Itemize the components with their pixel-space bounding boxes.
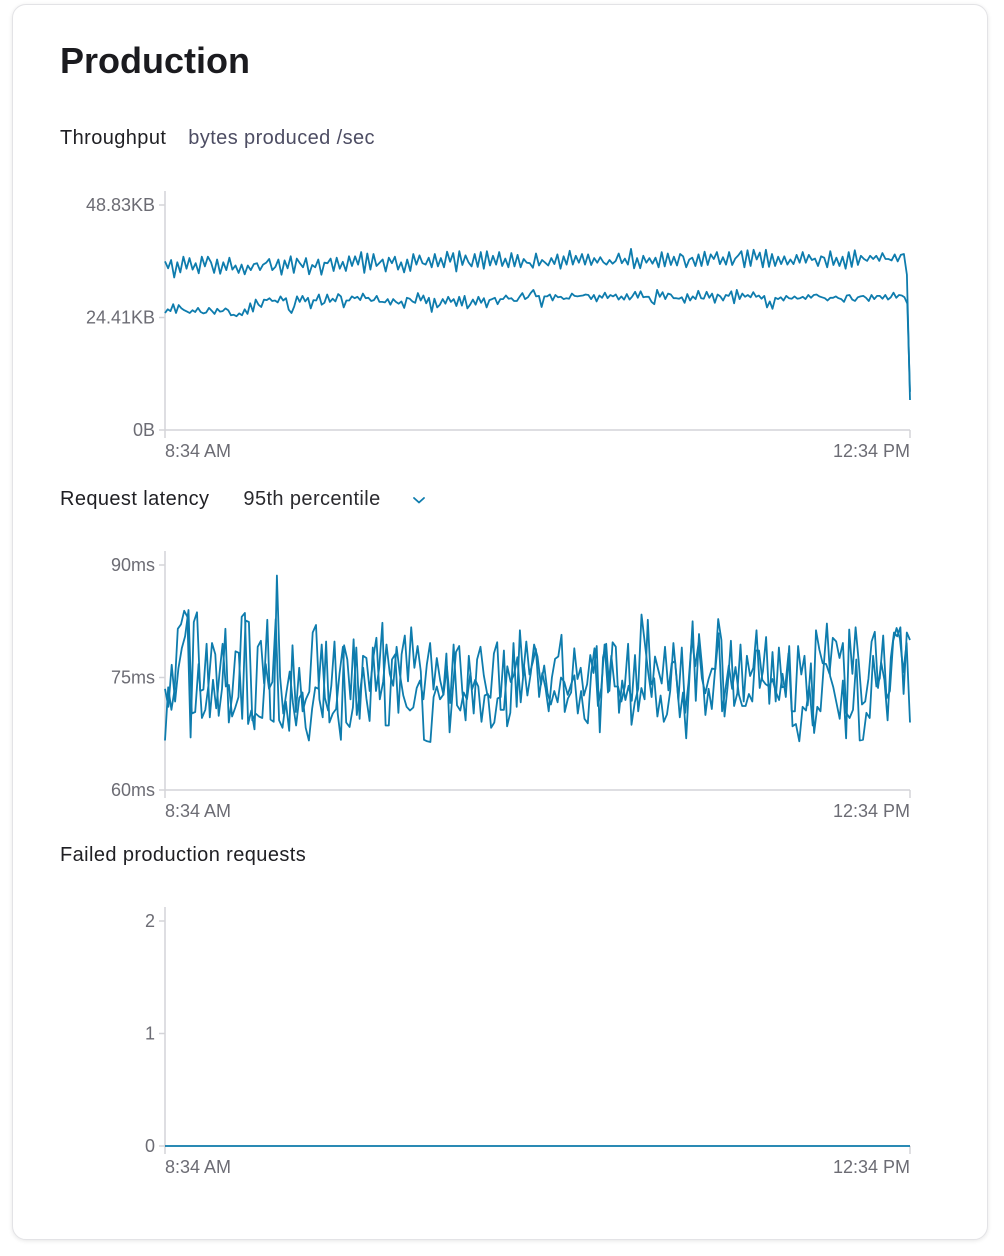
throughput-header: Throughput bytes produced /sec — [60, 124, 375, 152]
latency-label: Request latency — [60, 487, 210, 510]
throughput-label: Throughput — [60, 126, 167, 149]
x-tick-label: 12:34 PM — [833, 441, 910, 461]
failed-chart: 0 1 2 8:34 AM 12:34 PM — [145, 907, 911, 1177]
page-title: Production — [60, 40, 250, 81]
failed-label: Failed production requests — [60, 843, 307, 866]
x-tick-label: 8:34 AM — [165, 801, 231, 821]
percentile-value: 95th percentile — [243, 487, 381, 510]
y-tick-label: 48.83KB — [86, 195, 155, 215]
production-card — [12, 4, 988, 1240]
chevron-down-icon[interactable] — [411, 491, 427, 507]
series-line-2 — [164, 574, 911, 743]
y-tick-label: 90ms — [111, 555, 155, 575]
x-tick-label: 8:34 AM — [165, 441, 231, 461]
x-tick-label: 8:34 AM — [165, 1157, 231, 1177]
y-tick-label: 0B — [133, 420, 155, 440]
latency-header: Request latency 95th percentile — [60, 485, 427, 513]
percentile-dropdown[interactable]: 95th percentile — [243, 488, 426, 511]
y-tick-label: 75ms — [111, 668, 155, 688]
series-line-1 — [164, 609, 911, 743]
series-line-1 — [164, 247, 911, 401]
y-tick-label: 1 — [145, 1024, 155, 1044]
x-tick-label: 12:34 PM — [833, 1157, 910, 1177]
throughput-chart: 0B 24.41KB 48.83KB 8:34 AM 12:34 PM — [86, 191, 911, 461]
series-line-2 — [164, 288, 911, 392]
y-tick-label: 0 — [145, 1136, 155, 1156]
y-tick-label: 24.41KB — [86, 308, 155, 328]
y-tick-label: 2 — [145, 911, 155, 931]
failed-header: Failed production requests — [60, 841, 306, 869]
x-tick-label: 12:34 PM — [833, 801, 910, 821]
y-tick-label: 60ms — [111, 780, 155, 800]
throughput-unit: bytes produced /sec — [188, 126, 375, 149]
latency-chart: 60ms 75ms 90ms 8:34 AM 12:34 PM — [111, 551, 911, 821]
